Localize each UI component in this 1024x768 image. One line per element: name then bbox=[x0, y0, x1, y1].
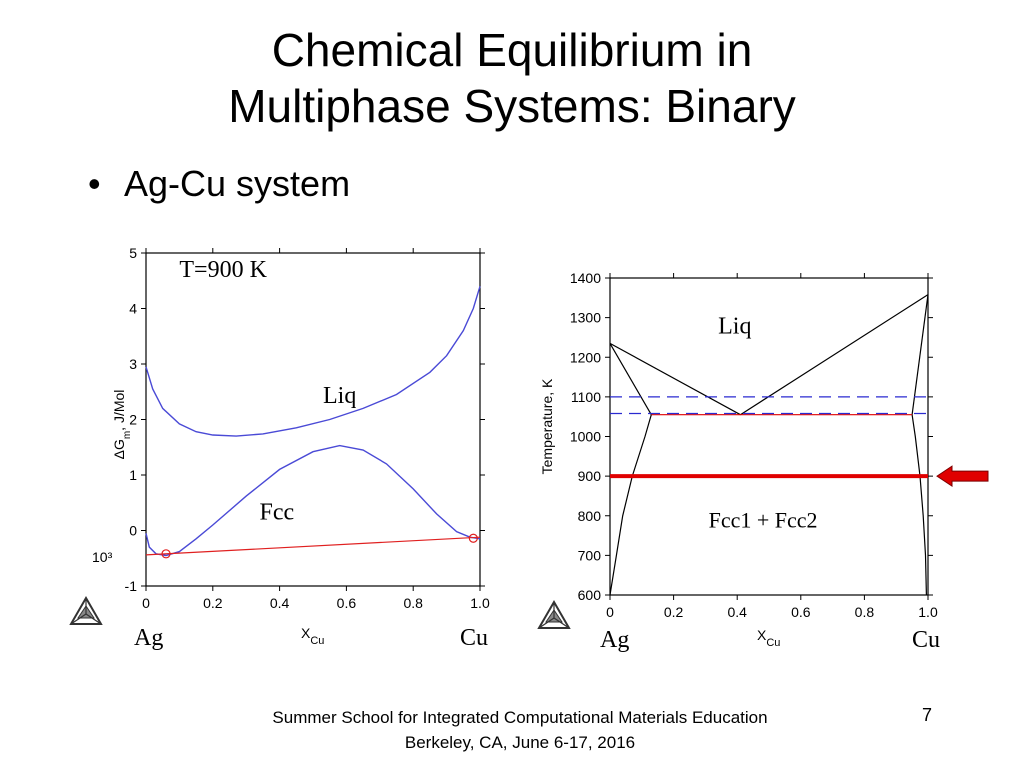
phase-endpoint-cu: Cu bbox=[912, 627, 940, 653]
phase-endpoint-ag: Ag bbox=[600, 627, 629, 653]
gibbs-ytick-label: 1 bbox=[129, 467, 137, 483]
gibbs-endpoint-ag: Ag bbox=[134, 625, 163, 651]
phase-region-fcc1-fcc2: Fcc1 + Fcc2 bbox=[709, 508, 818, 533]
gibbs-xtick-label: 0.4 bbox=[270, 595, 290, 611]
phase-xtick-label: 0.2 bbox=[664, 604, 684, 620]
gibbs-ytick-label: 2 bbox=[129, 412, 137, 428]
footer: Summer School for Integrated Computation… bbox=[200, 705, 840, 755]
gibbs-ytick-label: 5 bbox=[129, 245, 137, 261]
footer-line-2: Berkeley, CA, June 6-17, 2016 bbox=[404, 733, 636, 752]
triangle-spoke bbox=[553, 617, 570, 629]
gibbs-xtick-label: 0.2 bbox=[203, 595, 223, 611]
gibbs-endpoint-cu: Cu bbox=[460, 625, 488, 651]
bullet-dot-icon: • bbox=[88, 163, 101, 204]
gibbs-xtick-label: 1.0 bbox=[470, 595, 490, 611]
title-line-2: Multiphase Systems: Binary bbox=[228, 80, 796, 132]
phase-series-solidus-right bbox=[911, 294, 929, 415]
phase-ytick-label: 700 bbox=[578, 547, 602, 563]
phase-ytick-label: 1200 bbox=[570, 349, 601, 365]
gibbs-xtick-label: 0.6 bbox=[337, 595, 357, 611]
phase-xtick-label: 0.4 bbox=[727, 604, 747, 620]
thermo-calc-logo-icon-2 bbox=[537, 599, 571, 629]
triangle-spoke bbox=[85, 613, 102, 625]
phase-xlabel-sub: Cu bbox=[766, 637, 780, 649]
phase-xtick-label: 1.0 bbox=[918, 604, 938, 620]
title-line-1: Chemical Equilibrium in bbox=[271, 24, 753, 76]
gibbs-xtick-label: 0 bbox=[142, 595, 150, 611]
gibbs-ytick-label: 0 bbox=[129, 523, 137, 539]
phase-xtick-label: 0.8 bbox=[855, 604, 875, 620]
thermo-calc-logo-icon bbox=[69, 595, 103, 625]
gibbs-yscale-label: 10³ bbox=[92, 549, 113, 565]
gibbs-ytick-label: 3 bbox=[129, 356, 137, 372]
triangle-spoke bbox=[70, 613, 87, 625]
phase-series-solvus-right bbox=[911, 414, 927, 596]
phase-xlabel: XCu bbox=[757, 627, 780, 649]
triangle-outline bbox=[69, 595, 103, 625]
gibbs-ylabel-sub: m bbox=[122, 431, 133, 439]
phase-ytick-label: 1400 bbox=[570, 270, 601, 286]
tangent-point-marker bbox=[161, 549, 171, 559]
phase-ytick-label: 1300 bbox=[570, 310, 601, 326]
gibbs-xlabel-sub: Cu bbox=[310, 635, 324, 647]
gibbs-series-liq bbox=[145, 286, 481, 437]
phase-series-solvus-left bbox=[609, 414, 652, 596]
bullet-item: • Ag-Cu system bbox=[88, 162, 350, 206]
page-number: 7 bbox=[922, 705, 933, 725]
gibbs-label-fcc: Fcc bbox=[260, 499, 295, 525]
gibbs-ylabel: ΔGm, J/Mol bbox=[111, 390, 133, 460]
gibbs-annotation: T=900 K bbox=[179, 257, 267, 283]
gibbs-xlabel: XCu bbox=[301, 625, 324, 647]
phase-ylabel: Temperature, K bbox=[539, 378, 555, 474]
gibbs-series-fcc bbox=[145, 444, 481, 557]
footer-line-1: Summer School for Integrated Computation… bbox=[272, 708, 768, 727]
gibbs-series-common-tangent bbox=[145, 536, 481, 556]
phase-xtick-label: 0 bbox=[606, 604, 614, 620]
triangle-outline bbox=[537, 599, 571, 629]
triangle-spoke bbox=[538, 617, 555, 629]
phase-xtick-label: 0.6 bbox=[791, 604, 811, 620]
gibbs-ylabel-unit: , J/Mol bbox=[111, 390, 127, 431]
phase-series-liquidus-right bbox=[740, 294, 929, 416]
gibbs-label-liq: Liq bbox=[323, 383, 356, 409]
gibbs-ytick-label: -1 bbox=[125, 578, 138, 594]
isotherm-arrow-icon bbox=[936, 465, 989, 488]
phase-ytick-label: 800 bbox=[578, 508, 602, 524]
slide-title: Chemical Equilibrium in Multiphase Syste… bbox=[0, 22, 1024, 134]
phase-ytick-label: 900 bbox=[578, 468, 602, 484]
phase-series-liquidus-left bbox=[609, 342, 741, 416]
phase-series-solidus-left bbox=[609, 343, 652, 416]
gibbs-ylabel-main: ΔG bbox=[111, 439, 127, 459]
tangent-point-marker bbox=[468, 533, 478, 543]
phase-ytick-label: 1000 bbox=[570, 429, 601, 445]
bullet-text: Ag-Cu system bbox=[124, 163, 351, 204]
phase-ytick-label: 1100 bbox=[571, 389, 601, 405]
phase-region-liq: Liq bbox=[718, 313, 751, 339]
gibbs-plot-frame bbox=[145, 252, 481, 587]
gibbs-ytick-label: 4 bbox=[129, 301, 137, 317]
phase-ytick-label: 600 bbox=[578, 587, 602, 603]
gibbs-xtick-label: 0.8 bbox=[403, 595, 423, 611]
